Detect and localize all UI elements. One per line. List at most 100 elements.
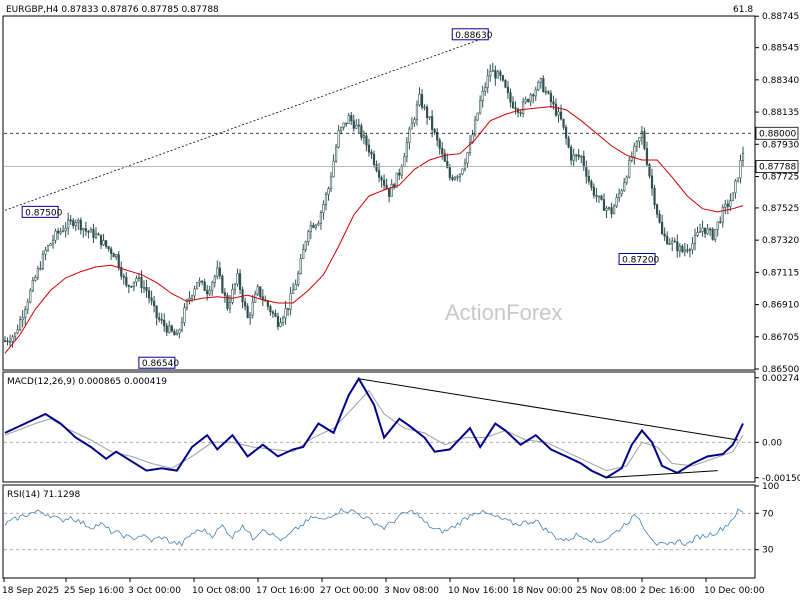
- candle-body: [564, 127, 568, 139]
- candle-body: [739, 160, 742, 179]
- candle-body: [570, 146, 573, 161]
- candle-body: [31, 280, 34, 291]
- candle-body: [251, 301, 254, 316]
- candle-body: [360, 125, 363, 138]
- candle-body: [431, 116, 434, 130]
- candle-body: [19, 319, 22, 331]
- candle-body: [92, 229, 95, 238]
- candle-body: [400, 166, 403, 176]
- candle-body: [436, 132, 439, 141]
- candle-body: [501, 75, 504, 81]
- price-annotation-label: 0.87200: [622, 256, 659, 266]
- candle-body: [11, 336, 14, 342]
- candle-body: [519, 112, 522, 114]
- candle-body: [246, 305, 249, 318]
- candle-body: [676, 241, 679, 252]
- candle-body: [625, 176, 628, 184]
- candle-body: [698, 231, 702, 233]
- candle-body: [163, 319, 166, 327]
- candle-body: [461, 168, 464, 175]
- candle-body: [585, 166, 588, 177]
- time-axis-label: 25 Nov 08:00: [576, 586, 637, 596]
- candle-body: [423, 106, 426, 109]
- candle-body: [226, 295, 229, 309]
- candle-body: [638, 137, 641, 142]
- candle-body: [590, 181, 593, 188]
- candle-body: [542, 78, 545, 93]
- time-axis-label: 10 Dec 00:00: [704, 586, 765, 596]
- candle-body: [524, 99, 527, 103]
- candle-body: [195, 282, 199, 290]
- candle-body: [41, 253, 45, 269]
- candle-body: [661, 221, 664, 235]
- candle-body: [211, 282, 214, 291]
- candle-body: [681, 245, 684, 252]
- candle-body: [390, 184, 393, 197]
- macd-title: MACD(12,26,9) 0.000865 0.000419: [7, 377, 167, 387]
- candle-body: [635, 140, 638, 147]
- candle-body: [67, 219, 70, 229]
- candle-body: [236, 273, 239, 285]
- time-axis-label: 25 Sep 16:00: [64, 586, 124, 596]
- candle-body: [74, 222, 77, 227]
- candle-body: [327, 188, 330, 195]
- candle-body: [137, 276, 141, 279]
- candle-body: [249, 314, 252, 318]
- candle-body: [403, 156, 406, 167]
- level-value-label: 0.88000: [759, 129, 796, 139]
- candle-body: [6, 340, 9, 343]
- candle-body: [630, 156, 633, 161]
- candle-body: [185, 299, 189, 309]
- candle-body: [112, 253, 115, 258]
- candle-body: [322, 204, 325, 213]
- candle-body: [466, 152, 469, 164]
- candle-body: [350, 115, 353, 122]
- time-axis-label: 2 Dec 16:00: [640, 586, 695, 596]
- macd-axis-label: 0.00: [762, 438, 782, 448]
- candle-body: [547, 91, 550, 94]
- candle-body: [142, 286, 146, 289]
- candle-body: [198, 280, 201, 283]
- time-axis-label: 3 Nov 08:00: [384, 586, 439, 596]
- candle-body: [633, 146, 636, 158]
- candle-body: [115, 254, 118, 258]
- candle-body: [266, 300, 269, 307]
- candle-body: [496, 71, 499, 79]
- candle-body: [420, 94, 424, 108]
- candle-body: [372, 153, 376, 165]
- candle-body: [438, 139, 441, 149]
- candle-body: [408, 128, 411, 143]
- candle-body: [628, 160, 631, 178]
- candle-body: [259, 286, 262, 298]
- candle-body: [228, 301, 232, 309]
- candle-body: [691, 243, 694, 251]
- macd-panel: MACD(12,26,9) 0.000865 0.000419: [4, 376, 754, 479]
- candle-body: [299, 258, 302, 274]
- candle-body: [158, 317, 161, 320]
- candle-body: [130, 285, 133, 288]
- candle-body: [711, 228, 714, 240]
- candle-body: [312, 225, 315, 228]
- candle-body: [127, 284, 130, 287]
- candle-body: [418, 94, 421, 106]
- candle-body: [395, 172, 398, 188]
- candle-body: [180, 322, 184, 331]
- candle-body: [244, 301, 247, 307]
- current-price-label-box: [755, 160, 799, 174]
- candle-body: [587, 176, 590, 182]
- candle-body: [178, 329, 181, 334]
- candle-body: [388, 188, 391, 197]
- candle-body: [281, 317, 285, 323]
- candle-body: [233, 283, 237, 290]
- candle-body: [347, 115, 350, 124]
- candle-body: [620, 190, 623, 195]
- candle-body: [446, 161, 449, 168]
- candle-body: [486, 75, 489, 88]
- candle-body: [529, 94, 532, 102]
- candle-body: [97, 233, 100, 236]
- candle-body: [29, 290, 32, 303]
- candle-body: [352, 120, 355, 129]
- candle-body: [484, 87, 487, 92]
- level-value-label-box: [755, 126, 799, 140]
- candle-body: [324, 194, 328, 205]
